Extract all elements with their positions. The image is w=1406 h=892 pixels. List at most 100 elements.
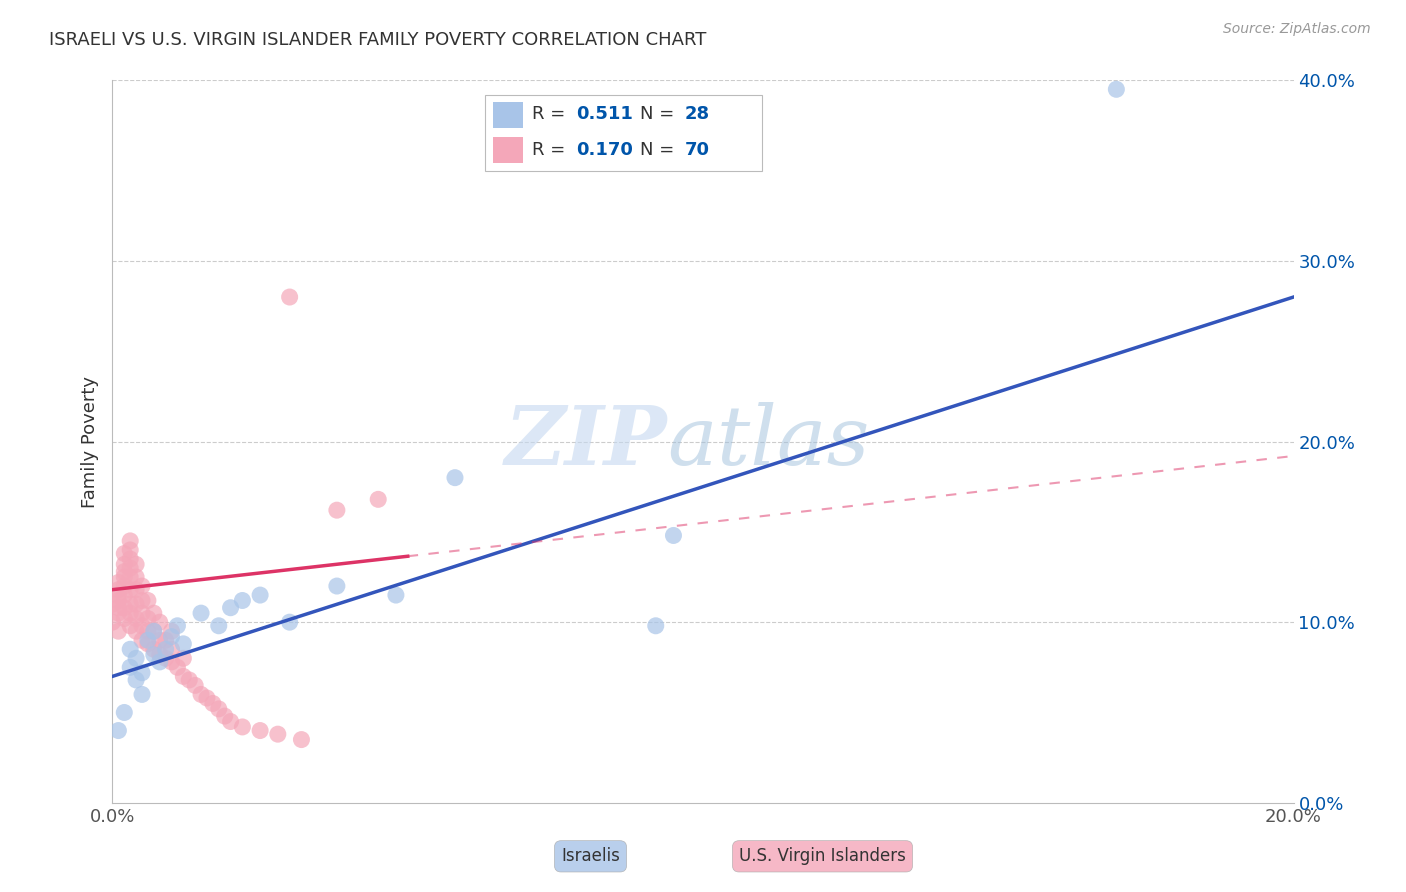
Point bbox=[125, 624, 148, 639]
Point bbox=[249, 588, 271, 602]
Point bbox=[112, 579, 135, 593]
Point bbox=[131, 606, 153, 620]
Text: ZIP: ZIP bbox=[505, 401, 668, 482]
Point bbox=[142, 624, 165, 639]
Point bbox=[125, 673, 148, 687]
Point bbox=[101, 615, 124, 630]
Text: Israelis: Israelis bbox=[561, 847, 620, 865]
Point bbox=[112, 547, 135, 561]
Point bbox=[131, 593, 153, 607]
Point bbox=[136, 633, 159, 648]
Point bbox=[367, 492, 389, 507]
Point bbox=[208, 619, 231, 633]
Point bbox=[326, 503, 349, 517]
Text: U.S. Virgin Islanders: U.S. Virgin Islanders bbox=[740, 847, 905, 865]
Point bbox=[112, 706, 135, 720]
Point bbox=[120, 660, 142, 674]
Point bbox=[125, 597, 148, 611]
Point bbox=[101, 597, 124, 611]
Point bbox=[107, 582, 129, 597]
Point bbox=[219, 600, 242, 615]
Point bbox=[142, 642, 165, 657]
Y-axis label: Family Poverty: Family Poverty bbox=[80, 376, 98, 508]
Point bbox=[120, 570, 142, 584]
Point bbox=[107, 600, 129, 615]
Point bbox=[120, 561, 142, 575]
Point bbox=[142, 648, 165, 662]
Point bbox=[107, 606, 129, 620]
Point bbox=[112, 558, 135, 572]
Point bbox=[107, 593, 129, 607]
Point bbox=[190, 687, 212, 701]
Point bbox=[120, 619, 142, 633]
Point bbox=[662, 528, 685, 542]
Point bbox=[131, 665, 153, 680]
Point bbox=[172, 651, 194, 665]
Point bbox=[131, 579, 153, 593]
Point bbox=[142, 606, 165, 620]
Point bbox=[107, 624, 129, 639]
Point bbox=[214, 709, 236, 723]
Point bbox=[195, 691, 218, 706]
Point bbox=[125, 611, 148, 625]
Point bbox=[290, 732, 312, 747]
Text: ISRAELI VS U.S. VIRGIN ISLANDER FAMILY POVERTY CORRELATION CHART: ISRAELI VS U.S. VIRGIN ISLANDER FAMILY P… bbox=[49, 31, 707, 49]
Point bbox=[125, 558, 148, 572]
Point bbox=[278, 615, 301, 630]
Point bbox=[120, 642, 142, 657]
Point bbox=[219, 714, 242, 729]
Point bbox=[107, 588, 129, 602]
Point bbox=[201, 697, 224, 711]
Point bbox=[131, 687, 153, 701]
Point bbox=[131, 619, 153, 633]
Point bbox=[208, 702, 231, 716]
Point bbox=[149, 615, 172, 630]
Point bbox=[160, 642, 183, 657]
Point bbox=[267, 727, 290, 741]
Text: Source: ZipAtlas.com: Source: ZipAtlas.com bbox=[1223, 22, 1371, 37]
Point bbox=[125, 570, 148, 584]
Point bbox=[1105, 82, 1128, 96]
Point bbox=[160, 630, 183, 644]
Point bbox=[112, 600, 135, 615]
Text: atlas: atlas bbox=[668, 401, 870, 482]
Point bbox=[112, 611, 135, 625]
Point bbox=[172, 637, 194, 651]
Point bbox=[125, 651, 148, 665]
Point bbox=[155, 642, 177, 657]
Point bbox=[149, 655, 172, 669]
Point bbox=[172, 669, 194, 683]
Point bbox=[120, 552, 142, 566]
Point bbox=[136, 624, 159, 639]
Point bbox=[142, 624, 165, 639]
Point bbox=[136, 637, 159, 651]
Point bbox=[160, 655, 183, 669]
Point bbox=[278, 290, 301, 304]
Point bbox=[125, 582, 148, 597]
Point bbox=[166, 619, 188, 633]
Point bbox=[231, 593, 253, 607]
Point bbox=[166, 660, 188, 674]
Point bbox=[120, 533, 142, 548]
Point bbox=[444, 471, 467, 485]
Point bbox=[249, 723, 271, 738]
Point bbox=[120, 542, 142, 557]
Point bbox=[131, 633, 153, 648]
Point bbox=[155, 633, 177, 648]
Point bbox=[120, 606, 142, 620]
Point bbox=[385, 588, 408, 602]
Point bbox=[149, 648, 172, 662]
Point bbox=[136, 611, 159, 625]
Point bbox=[149, 633, 172, 648]
Point bbox=[184, 678, 207, 692]
Point bbox=[112, 565, 135, 579]
Point bbox=[112, 588, 135, 602]
Point bbox=[107, 575, 129, 590]
Point bbox=[179, 673, 201, 687]
Point bbox=[107, 723, 129, 738]
Point bbox=[190, 606, 212, 620]
Point bbox=[644, 619, 666, 633]
Point bbox=[155, 651, 177, 665]
Point bbox=[160, 624, 183, 639]
Point bbox=[231, 720, 253, 734]
